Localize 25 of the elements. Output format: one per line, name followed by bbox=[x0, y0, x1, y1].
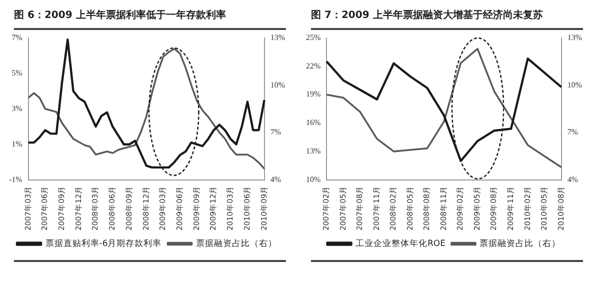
y2-tick-label: 13% bbox=[567, 32, 582, 42]
y-tick-label: 25% bbox=[306, 32, 321, 42]
y2-tick-label: 13% bbox=[270, 32, 286, 42]
legend-label: 票据融资占比（右） bbox=[196, 238, 277, 249]
y2-tick-label: 10% bbox=[270, 80, 286, 90]
legend-label: 票据直贴利率-6月期存款利率 bbox=[45, 238, 162, 249]
y-tick-label: 13% bbox=[306, 146, 321, 156]
y-tick-label: 16% bbox=[306, 118, 321, 128]
y-tick-label: -1% bbox=[9, 174, 23, 184]
chart-title: 图 7：2009 上半年票据融资大增基于经济尚未复苏 bbox=[311, 8, 544, 23]
legend-label: 工业企业整体年化ROE bbox=[356, 238, 446, 249]
y2-tick-label: 4% bbox=[567, 174, 578, 184]
y-tick-label: 5% bbox=[12, 68, 23, 78]
chart-title: 图 6：2009 上半年票据利率低于一年存款利率 bbox=[14, 8, 227, 23]
y-tick-label: 7% bbox=[12, 32, 23, 42]
y2-tick-label: 10% bbox=[567, 80, 582, 90]
y-tick-label: 19% bbox=[306, 90, 321, 99]
y2-tick-label: 4% bbox=[270, 174, 282, 184]
y2-tick-label: 7% bbox=[270, 128, 282, 137]
y-tick-label: 10% bbox=[306, 174, 321, 184]
y-tick-label: 22% bbox=[306, 61, 321, 70]
legend-label: 票据融资占比（右） bbox=[480, 238, 561, 249]
y-tick-label: 3% bbox=[12, 104, 23, 113]
y2-tick-label: 7% bbox=[567, 128, 578, 137]
y-tick-label: 1% bbox=[12, 139, 23, 148]
